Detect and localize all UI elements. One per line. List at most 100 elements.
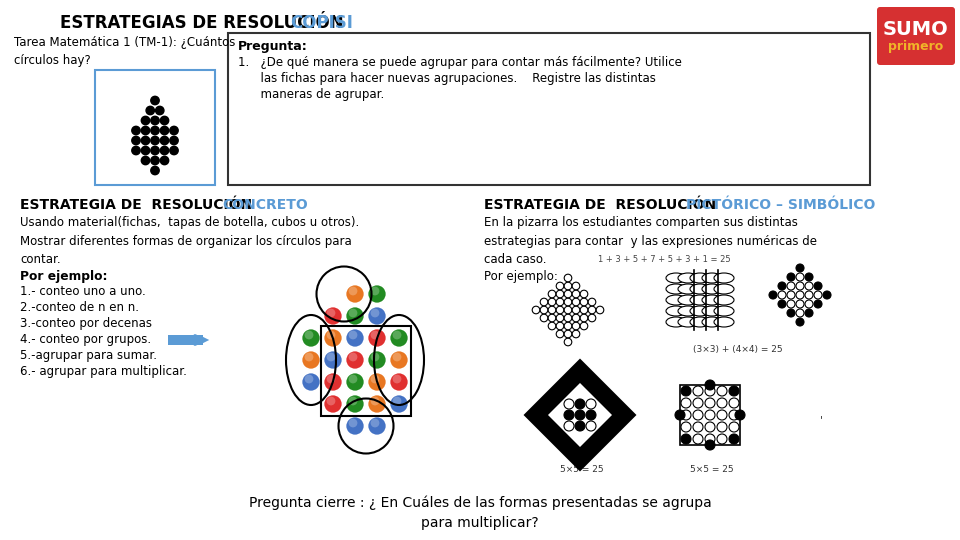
Ellipse shape (666, 306, 686, 316)
Ellipse shape (702, 284, 722, 294)
FancyBboxPatch shape (168, 335, 203, 345)
Circle shape (580, 322, 588, 330)
Circle shape (151, 156, 159, 165)
Ellipse shape (666, 273, 686, 283)
Circle shape (778, 282, 786, 290)
Circle shape (796, 264, 804, 272)
Circle shape (823, 291, 831, 299)
Circle shape (146, 106, 155, 114)
Circle shape (141, 136, 150, 145)
Circle shape (348, 308, 357, 318)
Circle shape (769, 291, 777, 299)
Circle shape (675, 410, 685, 420)
Circle shape (588, 314, 596, 322)
Circle shape (729, 398, 739, 408)
Circle shape (346, 350, 365, 369)
FancyBboxPatch shape (228, 33, 870, 185)
Circle shape (346, 328, 365, 348)
Circle shape (371, 375, 379, 383)
Circle shape (532, 306, 540, 314)
Circle shape (705, 440, 715, 450)
Ellipse shape (690, 273, 710, 283)
Circle shape (575, 399, 585, 409)
Circle shape (348, 353, 357, 361)
Circle shape (393, 330, 401, 340)
Circle shape (705, 386, 715, 396)
Circle shape (540, 306, 548, 314)
Circle shape (141, 156, 150, 165)
Circle shape (556, 298, 564, 306)
Circle shape (717, 410, 727, 420)
FancyBboxPatch shape (877, 7, 955, 65)
Circle shape (564, 282, 572, 290)
Circle shape (564, 274, 572, 282)
Circle shape (324, 350, 343, 369)
Text: ESTRATEGIA DE  RESOLUCIÓN: ESTRATEGIA DE RESOLUCIÓN (20, 198, 257, 212)
Circle shape (729, 422, 739, 432)
Circle shape (368, 395, 387, 414)
Text: 1 + 3 + 5 + 7 + 5 + 3 + 1 = 25: 1 + 3 + 5 + 7 + 5 + 3 + 1 = 25 (598, 255, 731, 264)
Circle shape (548, 306, 556, 314)
Circle shape (596, 306, 604, 314)
Circle shape (693, 386, 703, 396)
Circle shape (580, 306, 588, 314)
Circle shape (705, 380, 715, 390)
Circle shape (348, 287, 357, 295)
Circle shape (170, 146, 179, 154)
Circle shape (556, 330, 564, 338)
Circle shape (564, 338, 572, 346)
Polygon shape (547, 382, 613, 448)
Circle shape (564, 399, 574, 409)
Ellipse shape (690, 284, 710, 294)
Circle shape (805, 291, 813, 299)
Ellipse shape (714, 317, 734, 327)
Text: PICTÓRICO – SIMBÓLICO: PICTÓRICO – SIMBÓLICO (686, 198, 876, 212)
Circle shape (681, 386, 691, 396)
Circle shape (371, 308, 379, 318)
Circle shape (326, 308, 335, 318)
Circle shape (705, 410, 715, 420)
Circle shape (564, 314, 572, 322)
Circle shape (393, 353, 401, 361)
Ellipse shape (702, 273, 722, 283)
Circle shape (805, 309, 813, 317)
Circle shape (681, 398, 691, 408)
Circle shape (564, 290, 572, 298)
Circle shape (132, 136, 140, 145)
Circle shape (151, 96, 159, 105)
Circle shape (717, 398, 727, 408)
Circle shape (564, 410, 574, 420)
Circle shape (556, 282, 564, 290)
Circle shape (796, 309, 804, 317)
Text: 5×5 = 25: 5×5 = 25 (560, 465, 604, 474)
Circle shape (160, 156, 169, 165)
Circle shape (324, 307, 343, 326)
Circle shape (717, 422, 727, 432)
Circle shape (796, 300, 804, 308)
Circle shape (170, 136, 179, 145)
Text: 3.-conteo por decenas: 3.-conteo por decenas (20, 317, 152, 330)
Ellipse shape (678, 284, 698, 294)
Circle shape (586, 421, 596, 431)
Circle shape (693, 422, 703, 432)
Circle shape (368, 350, 387, 369)
Circle shape (326, 396, 335, 406)
Circle shape (796, 273, 804, 281)
Circle shape (151, 166, 159, 175)
Circle shape (572, 282, 580, 290)
Circle shape (156, 106, 164, 114)
Circle shape (141, 126, 150, 134)
Circle shape (348, 418, 357, 427)
Text: ESTRATEGIAS DE RESOLUCIÓN: ESTRATEGIAS DE RESOLUCIÓN (60, 14, 349, 32)
Circle shape (548, 314, 556, 322)
Circle shape (371, 353, 379, 361)
Circle shape (371, 396, 379, 406)
Circle shape (301, 373, 321, 392)
Circle shape (778, 300, 786, 308)
Text: las fichas para hacer nuevas agrupaciones.    Registre las distintas: las fichas para hacer nuevas agrupacione… (238, 72, 656, 85)
Circle shape (681, 422, 691, 432)
Circle shape (814, 282, 822, 290)
Circle shape (787, 282, 795, 290)
Text: primero: primero (888, 40, 944, 53)
Circle shape (371, 418, 379, 427)
